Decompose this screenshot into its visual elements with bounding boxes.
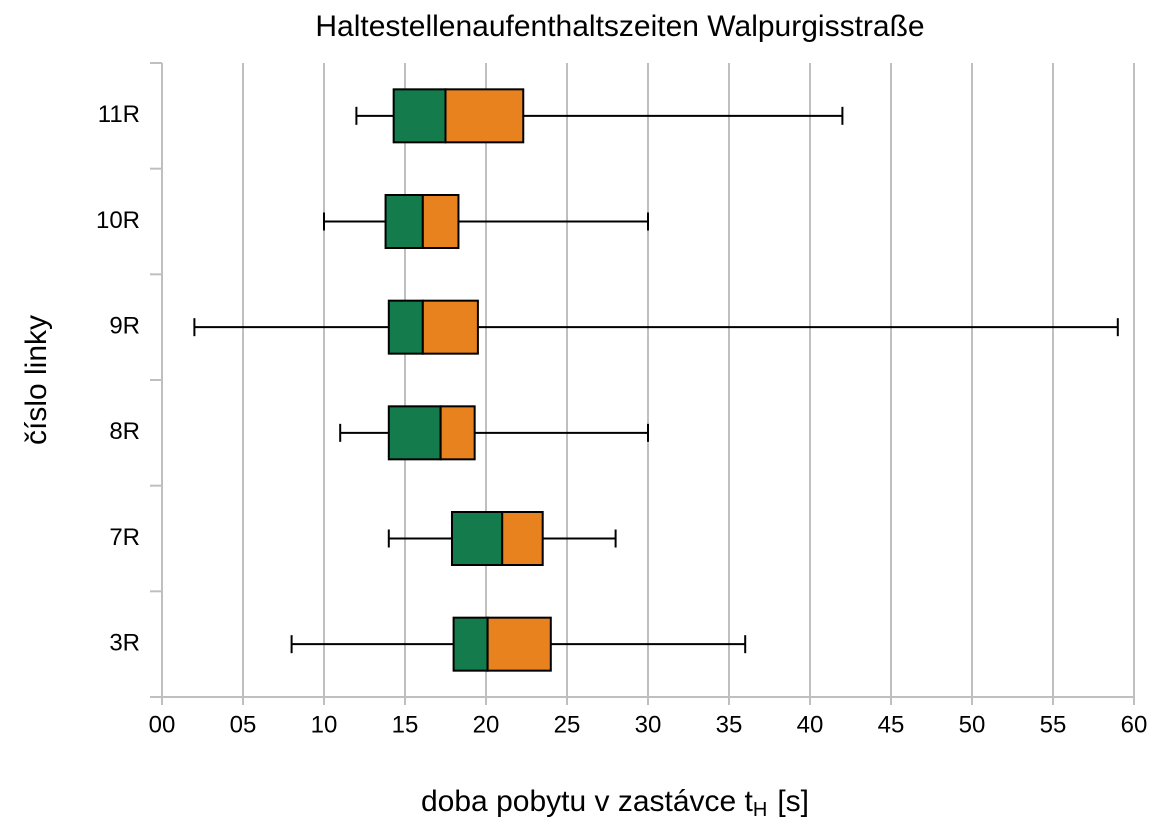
y-tick-label: 7R — [109, 524, 140, 551]
box-upper — [486, 616, 552, 672]
x-tick-label: 00 — [149, 711, 176, 738]
x-axis-label-text: doba pobytu v zastávce t — [421, 785, 754, 818]
box-lower — [387, 405, 442, 461]
box-lower — [452, 616, 489, 672]
y-tick-label: 10R — [96, 207, 140, 234]
x-tick-label: 05 — [230, 711, 257, 738]
box-upper — [421, 299, 479, 355]
y-tick-label: 3R — [109, 630, 140, 657]
box-upper — [439, 405, 476, 461]
x-tick-label: 15 — [392, 711, 419, 738]
x-tick-label: 40 — [797, 711, 824, 738]
x-axis-label-unit: [s] — [777, 785, 809, 818]
x-axis-label-subscript: H — [753, 799, 767, 821]
box-lower — [450, 511, 504, 566]
y-axis-label: číslo linky — [20, 315, 53, 445]
box-upper — [501, 511, 544, 566]
x-axis-label: doba pobytu v zastávce tH [s] — [421, 785, 809, 821]
box-upper — [444, 88, 525, 144]
x-tick-label: 30 — [635, 711, 662, 738]
chart-title: Haltestellenaufenthaltszeiten Walpurgiss… — [315, 10, 924, 43]
box-lower — [387, 299, 424, 355]
x-tick-label: 45 — [878, 711, 905, 738]
y-tick-label: 8R — [109, 418, 140, 445]
box-lower — [392, 88, 447, 144]
x-tick-label: 60 — [1121, 711, 1148, 738]
x-tick-label: 25 — [554, 711, 581, 738]
y-tick-label: 9R — [109, 313, 140, 340]
x-tick-label: 50 — [959, 711, 986, 738]
x-tick-label: 35 — [716, 711, 743, 738]
x-tick-label: 55 — [1040, 711, 1067, 738]
x-tick-label: 20 — [473, 711, 500, 738]
x-tick-label: 10 — [311, 711, 338, 738]
y-tick-label: 11R — [98, 101, 140, 128]
box-upper — [421, 194, 460, 249]
box-lower — [384, 194, 424, 249]
